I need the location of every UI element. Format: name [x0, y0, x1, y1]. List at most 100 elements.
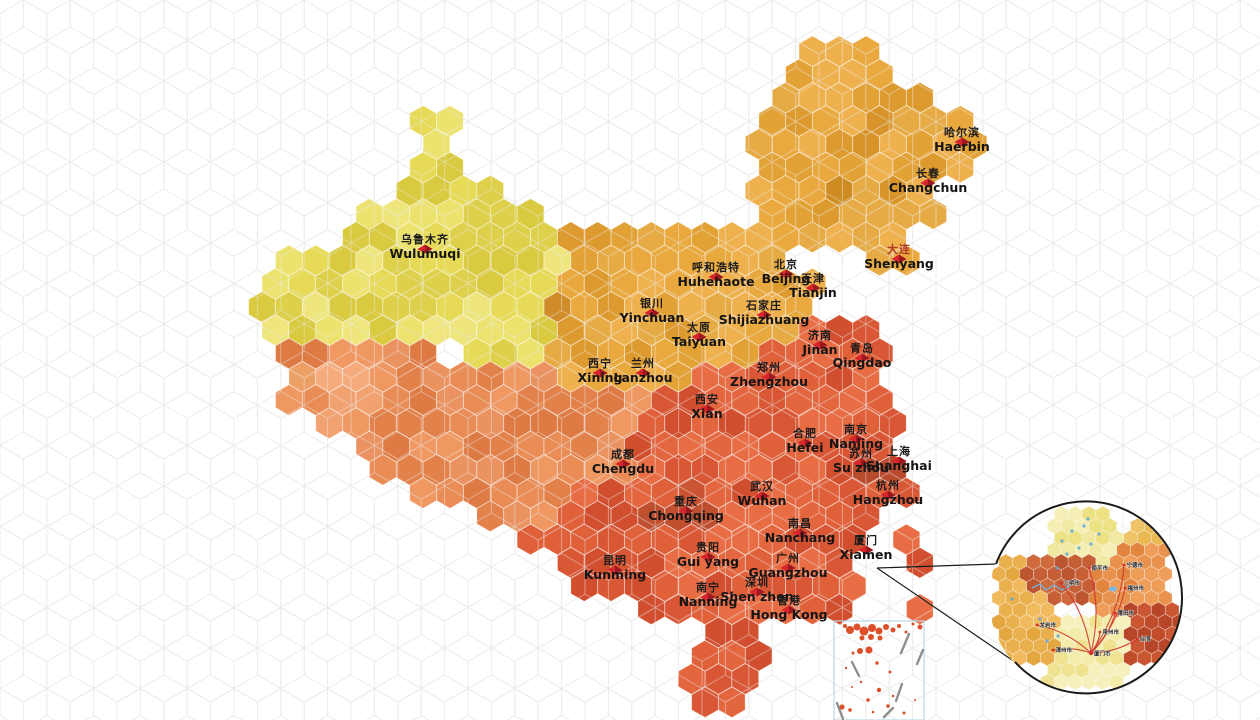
fujian-hex-tile: [998, 601, 1013, 619]
island-dot: [868, 634, 874, 640]
inset-city[interactable]: 南平市: [1087, 564, 1109, 572]
route-line: [1088, 567, 1097, 654]
city-label-zh: 苏州: [849, 446, 873, 460]
city-marker-icon: [699, 404, 707, 414]
city-label-zh: 郑州: [757, 360, 781, 374]
city-label-zh: 重庆: [674, 494, 698, 508]
city-marker-icon: [600, 368, 608, 378]
city-label-en: Beijing: [762, 271, 811, 286]
fujian-hex-tile: [1061, 541, 1076, 559]
inset-city[interactable]: 三明市: [1059, 579, 1081, 587]
city-marker-icon: [761, 372, 769, 382]
boundary-dash: [835, 701, 845, 720]
city-label-en: Huhehaote: [677, 274, 754, 289]
city-label-zh: 广州: [776, 551, 800, 565]
city-marker-icon: [716, 272, 724, 282]
city-label-en: Nanning: [679, 594, 738, 609]
inset-city-hub[interactable]: 厦门市: [1088, 649, 1111, 658]
island-dot: [875, 661, 879, 665]
fujian-hex-tile: [1040, 553, 1055, 571]
city-label-zh: 长春: [916, 166, 940, 180]
inset-city[interactable]: 莆田市: [1113, 609, 1135, 617]
city-marker-icon: [861, 458, 869, 468]
fujian-hex-tile: [1019, 589, 1034, 607]
fujian-hex-tile: [1144, 613, 1159, 631]
fujian-hex-tile: [1081, 673, 1097, 691]
route-line: [1090, 612, 1116, 654]
fujian-hex-tile: [1095, 553, 1110, 571]
city-label-zh: 哈尔滨: [944, 125, 980, 139]
inset-city[interactable]: 福州市: [1123, 584, 1145, 592]
inset-city[interactable]: 台湾: [1135, 635, 1151, 643]
fujian-hex-tile: [1088, 661, 1103, 679]
city-label-zh: 厦门: [854, 533, 878, 547]
inset-city-dot: [1051, 648, 1055, 652]
fujian-hex-tile: [1137, 649, 1152, 667]
city-marker-icon: [797, 438, 805, 448]
fujian-hex-tile: [1033, 637, 1048, 655]
fujian-hex-tile: [1074, 589, 1090, 607]
city-marker-icon: [754, 491, 762, 501]
fujian-hex-tile: [1109, 625, 1124, 643]
inset-city[interactable]: 龙岩市: [1035, 621, 1057, 629]
city-label-zh: 石家庄: [745, 298, 782, 312]
city-marker-icon: [854, 353, 862, 363]
inset-city[interactable]: 宁德市: [1122, 561, 1144, 569]
city-label-zh: 香港: [776, 593, 801, 607]
fujian-hex-tile: [1067, 505, 1083, 523]
route-line: [1036, 624, 1092, 654]
city-label-en: Shen zhen: [720, 589, 793, 604]
boundary-dash: [850, 660, 861, 678]
island-dot: [857, 648, 863, 654]
inset-city[interactable]: 漳州市: [1051, 646, 1073, 654]
city-label-zh: 西宁: [588, 356, 612, 370]
fujian-hex-tile: [1151, 553, 1166, 571]
city-label-en: Xian: [691, 406, 722, 421]
fujian-hex-tile: [998, 577, 1013, 595]
inset-city[interactable]: 泉州市: [1098, 628, 1120, 636]
city-label-zh: 乌鲁木齐: [401, 232, 449, 246]
fujian-hex-tile: [1019, 637, 1034, 655]
fujian-hex-layer: [991, 505, 1181, 691]
fujian-hex-tile: [991, 565, 1006, 583]
fujian-hex-tile: [1054, 625, 1069, 643]
fujian-hex-tile: [1040, 601, 1055, 619]
inset-blue-dot: [1045, 639, 1049, 643]
island-dot: [886, 704, 890, 708]
